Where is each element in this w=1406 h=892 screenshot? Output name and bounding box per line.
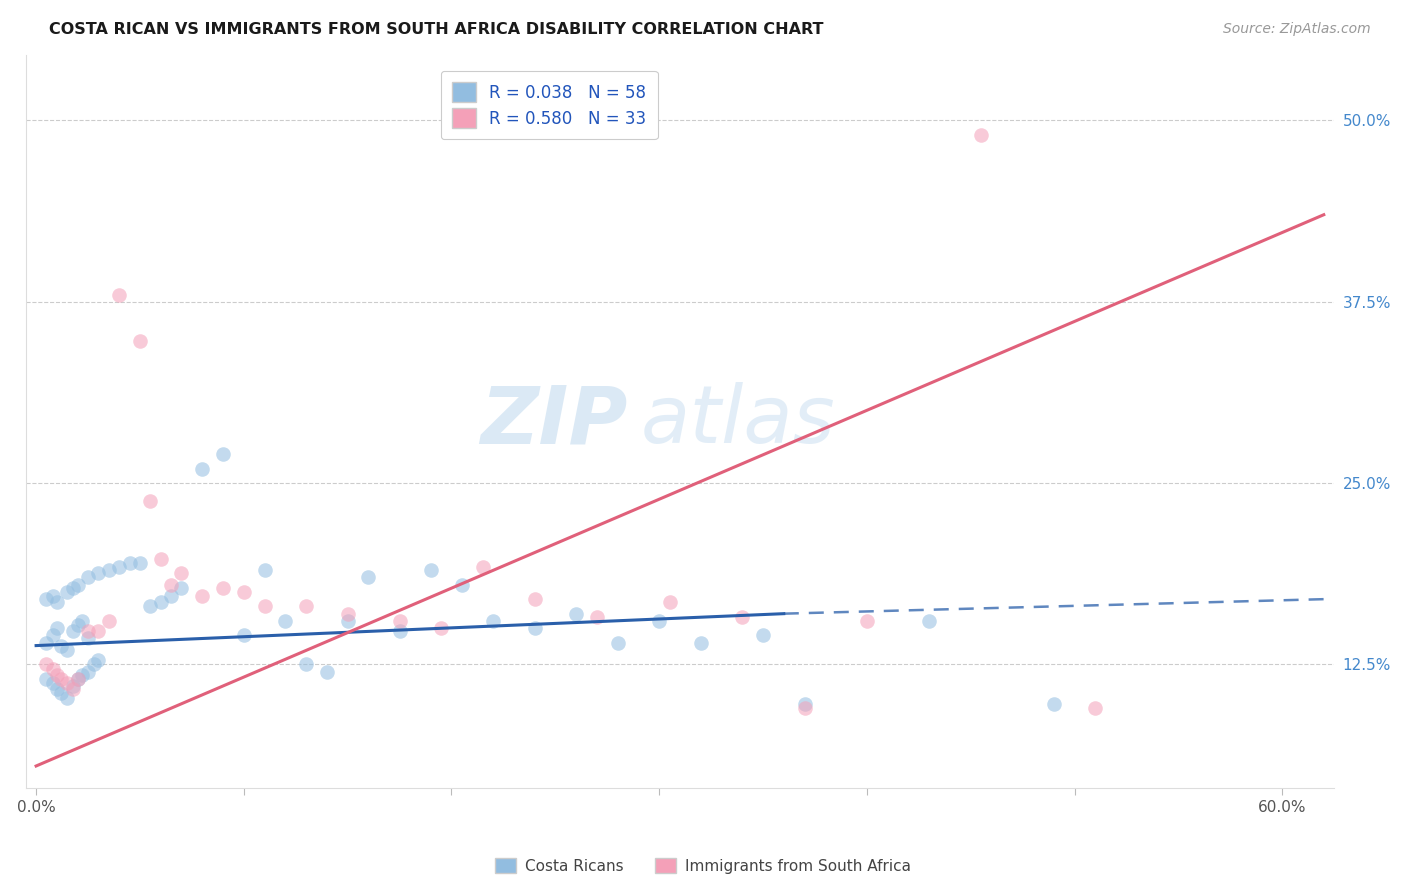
Point — [856, 614, 879, 628]
Point — [77, 624, 100, 638]
Point — [49, 639, 72, 653]
Point — [45, 621, 67, 635]
Point — [66, 672, 89, 686]
Point — [62, 581, 84, 595]
Point — [45, 667, 67, 681]
Point — [793, 701, 815, 715]
Point — [471, 560, 494, 574]
Point — [253, 599, 276, 614]
Point — [586, 609, 609, 624]
Point — [49, 686, 72, 700]
Point — [35, 635, 58, 649]
Point — [56, 643, 79, 657]
Point — [523, 621, 546, 635]
Point — [149, 551, 172, 566]
Point — [35, 672, 58, 686]
Point — [970, 128, 993, 142]
Point — [66, 672, 89, 686]
Legend: R = 0.038   N = 58, R = 0.580   N = 33: R = 0.038 N = 58, R = 0.580 N = 33 — [440, 70, 658, 139]
Point — [658, 595, 681, 609]
Point — [232, 585, 254, 599]
Point — [35, 592, 58, 607]
Point — [430, 621, 453, 635]
Point — [35, 657, 58, 672]
Point — [45, 682, 67, 697]
Text: Source: ZipAtlas.com: Source: ZipAtlas.com — [1223, 22, 1371, 37]
Point — [139, 599, 162, 614]
Legend: Costa Ricans, Immigrants from South Africa: Costa Ricans, Immigrants from South Afri… — [489, 852, 917, 880]
Text: ZIP: ZIP — [481, 383, 627, 460]
Point — [295, 657, 318, 672]
Point — [42, 662, 65, 676]
Point — [648, 614, 671, 628]
Point — [45, 595, 67, 609]
Point — [752, 628, 775, 642]
Point — [606, 635, 628, 649]
Point — [42, 628, 65, 642]
Point — [56, 690, 79, 705]
Point — [129, 556, 152, 570]
Point — [357, 570, 380, 584]
Point — [97, 614, 120, 628]
Point — [295, 599, 318, 614]
Point — [129, 334, 152, 348]
Point — [689, 635, 711, 649]
Point — [918, 614, 941, 628]
Point — [160, 589, 183, 603]
Point — [523, 592, 546, 607]
Point — [170, 566, 193, 580]
Point — [62, 679, 84, 693]
Point — [1042, 697, 1064, 711]
Point — [62, 682, 84, 697]
Point — [56, 676, 79, 690]
Point — [66, 577, 89, 591]
Point — [336, 607, 359, 621]
Point — [77, 570, 100, 584]
Point — [315, 665, 337, 679]
Point — [87, 566, 110, 580]
Point — [388, 624, 411, 638]
Point — [83, 657, 105, 672]
Point — [70, 614, 93, 628]
Point — [118, 556, 141, 570]
Point — [108, 287, 131, 301]
Point — [108, 560, 131, 574]
Point — [212, 447, 235, 461]
Point — [87, 624, 110, 638]
Point — [482, 614, 505, 628]
Point — [793, 697, 815, 711]
Point — [62, 624, 84, 638]
Point — [139, 493, 162, 508]
Point — [1084, 701, 1107, 715]
Point — [49, 672, 72, 686]
Point — [97, 563, 120, 577]
Point — [170, 581, 193, 595]
Point — [191, 461, 214, 475]
Point — [388, 614, 411, 628]
Point — [87, 653, 110, 667]
Text: atlas: atlas — [641, 383, 835, 460]
Point — [336, 614, 359, 628]
Point — [149, 595, 172, 609]
Point — [565, 607, 588, 621]
Point — [77, 665, 100, 679]
Point — [274, 614, 297, 628]
Point — [253, 563, 276, 577]
Point — [191, 589, 214, 603]
Point — [160, 577, 183, 591]
Text: COSTA RICAN VS IMMIGRANTS FROM SOUTH AFRICA DISABILITY CORRELATION CHART: COSTA RICAN VS IMMIGRANTS FROM SOUTH AFR… — [49, 22, 824, 37]
Point — [56, 585, 79, 599]
Point — [731, 609, 754, 624]
Point — [70, 667, 93, 681]
Point — [232, 628, 254, 642]
Point — [66, 618, 89, 632]
Point — [42, 676, 65, 690]
Point — [42, 589, 65, 603]
Point — [451, 577, 474, 591]
Point — [77, 632, 100, 646]
Point — [419, 563, 441, 577]
Point — [212, 581, 235, 595]
